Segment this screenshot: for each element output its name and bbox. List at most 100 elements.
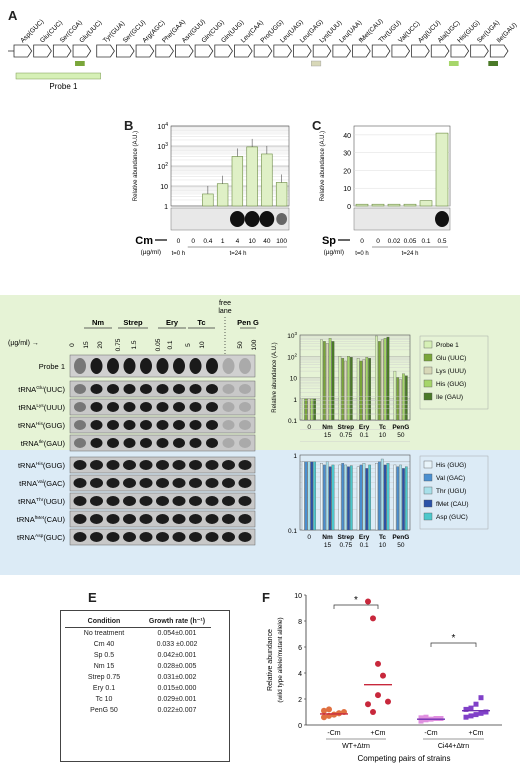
blot-band	[189, 402, 202, 412]
probe1-bar	[15, 72, 101, 80]
dose-label: 0.05	[404, 238, 417, 245]
blot-band	[156, 532, 169, 542]
bar	[310, 398, 314, 421]
x-sub-label: 0.75	[340, 432, 353, 439]
dose-label: 40	[263, 238, 271, 245]
bar	[325, 461, 329, 531]
growth-table: Condition Growth rate (h⁻¹) No treatment…	[65, 615, 211, 716]
blot-band	[140, 358, 152, 374]
x-cat-label: Nm	[322, 534, 333, 541]
table-row: Sp 0.5 0.042±0.001	[65, 650, 211, 661]
t24-label: t=24 h	[230, 251, 247, 257]
y-tick-label: 6	[298, 645, 302, 652]
blot-band	[238, 514, 252, 524]
condition-cell: Cm 40	[93, 641, 115, 648]
growth-cell: 0.054±0.001	[157, 630, 197, 637]
x-cat-label: Tc	[379, 534, 386, 541]
blot-band	[205, 514, 219, 524]
gene-arrow	[411, 44, 430, 58]
dose-label: 0	[177, 238, 181, 245]
blot-label: tRNAIle(GAU)	[21, 439, 66, 448]
blot-band	[73, 532, 87, 542]
panel-label-e: E	[88, 590, 97, 605]
bar	[359, 464, 363, 531]
y-tick-label: 1	[293, 397, 297, 404]
y-axis-label: Relative abundance (A.U.)	[133, 131, 139, 201]
bar	[396, 377, 400, 421]
table-row: Strep 0.75 0.031±0.002	[65, 672, 211, 683]
blot-band	[123, 478, 136, 488]
table-row: PenG 50 0.022±0.007	[65, 705, 211, 716]
plot-frame	[299, 454, 411, 531]
x-sub-label: 15	[324, 432, 332, 439]
blot-label: tRNAVal(GAC)	[19, 479, 65, 488]
bar	[320, 463, 323, 531]
bar	[349, 357, 353, 421]
gene-arrow	[52, 44, 72, 58]
blot-band	[205, 496, 219, 506]
y-tick-label: 40	[343, 133, 351, 140]
blot-band	[107, 384, 119, 394]
legend-box	[419, 455, 489, 530]
drug-header: Tc	[197, 318, 205, 327]
blot-band	[435, 211, 449, 227]
legend-label: Probe 1	[436, 342, 459, 349]
panel-label-f: F	[262, 590, 270, 605]
blot-band	[239, 402, 251, 412]
blot-band	[189, 532, 202, 542]
legend-label: Ile (GAU)	[436, 394, 463, 401]
bar	[341, 358, 345, 421]
drug-header: Ery	[166, 318, 179, 327]
gene-arrow	[155, 44, 174, 58]
conc-label: (µg/ml) →	[8, 340, 39, 347]
blot-band	[90, 438, 103, 448]
gene-arrow	[450, 44, 470, 58]
conc-tick: 5	[185, 343, 192, 347]
legend-label: Lys (UUU)	[436, 368, 466, 375]
table-row: Tc 10 0.029±0.001	[65, 694, 211, 705]
y-axis-label: Relative abundance (A.U.)	[320, 131, 326, 201]
x-sub-label: 10	[379, 542, 387, 549]
blot-band	[222, 532, 235, 542]
blot-band	[222, 460, 235, 470]
blot-band	[74, 402, 86, 412]
gene-arrow	[135, 44, 155, 58]
bar	[375, 335, 378, 421]
blot-label: tRNAGlu(UUC)	[18, 385, 65, 394]
blot-band	[123, 358, 136, 374]
blot-band	[189, 478, 202, 488]
bar	[383, 338, 387, 421]
blot-band	[156, 358, 169, 374]
blot-band	[222, 514, 235, 524]
bar	[338, 464, 342, 531]
conc-tick: 1.5	[131, 340, 138, 349]
x-cat-label: PenG	[392, 534, 409, 541]
bar	[261, 153, 273, 207]
y-tick-label: 10	[343, 186, 351, 193]
y-tick-label: 20	[343, 168, 351, 175]
table-row: Nm 15 0.028±0.005	[65, 661, 211, 672]
blot-band	[123, 496, 136, 506]
bar	[419, 200, 433, 207]
blot-band	[74, 438, 86, 448]
bar	[356, 466, 360, 531]
blot-band	[106, 532, 120, 542]
sig-bracket	[430, 642, 477, 647]
blot-band	[238, 496, 252, 506]
bar	[328, 466, 332, 531]
blot-band	[123, 420, 136, 430]
blot-band	[73, 460, 87, 470]
blot-band	[238, 478, 252, 488]
bar	[304, 461, 308, 531]
data-point	[423, 714, 429, 720]
y-tick-label: 1	[164, 204, 168, 211]
bar	[323, 341, 326, 421]
gene-arrow	[116, 44, 135, 58]
bar	[355, 203, 369, 207]
legend-swatch	[423, 392, 433, 401]
bar	[216, 183, 229, 207]
plot-frame	[353, 125, 451, 207]
blot-band	[239, 438, 251, 448]
growth-cell: 0.033 ±0.002	[156, 641, 198, 648]
bar	[383, 464, 387, 531]
